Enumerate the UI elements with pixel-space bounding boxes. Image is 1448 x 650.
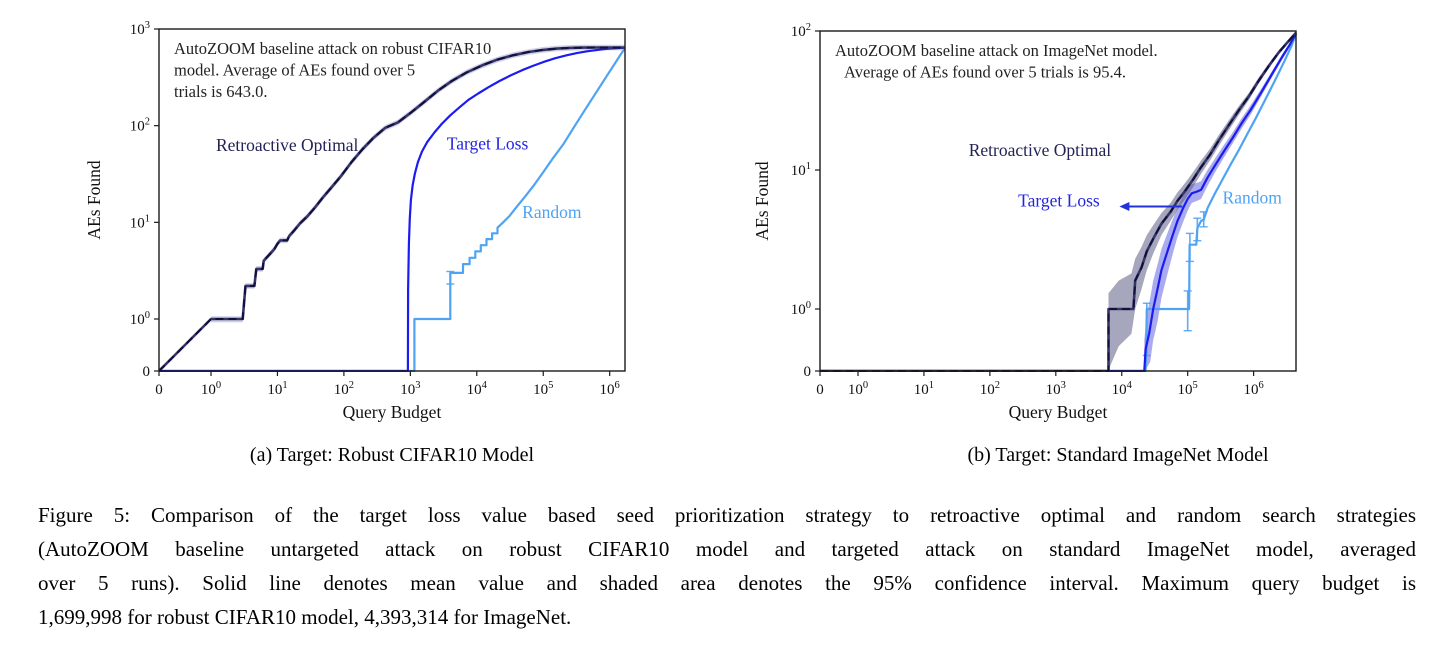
x-tick-label: 102	[980, 380, 1000, 398]
series-label-target-loss: Target Loss	[1018, 190, 1100, 210]
plot-annotation-line: AutoZOOM baseline attack on robust CIFAR…	[174, 39, 491, 58]
line-target-loss	[820, 32, 1297, 372]
plot-annotation-line: Average of AEs found over 5 trials is 95…	[844, 63, 1126, 82]
ci-band-retroactive-optimal	[211, 44, 625, 323]
x-tick-label: 105	[1178, 380, 1198, 398]
line-retroactive-optimal	[820, 32, 1297, 372]
x-axis-label: Query Budget	[1009, 402, 1108, 422]
x-tick-label: 100	[201, 380, 221, 398]
subcaption-b: (b) Target: Standard ImageNet Model	[967, 444, 1269, 466]
x-tick-label: 100	[848, 380, 868, 398]
y-tick-label: 103	[130, 20, 150, 38]
plot-annotation-line: trials is 643.0.	[174, 82, 268, 101]
x-tick-label: 104	[1112, 380, 1133, 398]
figure-caption-line-4: 1,699,998 for robust CIFAR10 model, 4,39…	[38, 605, 572, 629]
figure-caption-line-1: Figure 5: Comparison of the target loss …	[38, 503, 1416, 527]
plot-area	[820, 31, 1297, 372]
line-random	[159, 47, 626, 372]
x-tick-label: 104	[467, 380, 488, 398]
chart-b-standard-imagenet: 0 100 101 102 103 104 105 106 0 100 101 102 Query Bu…	[752, 22, 1297, 422]
series-label-random: Random	[522, 202, 582, 222]
figure-caption-line-2: (AutoZOOM baseline untargeted attack on …	[38, 537, 1416, 561]
y-tick-label: 102	[791, 22, 811, 40]
y-tick-label: 0	[143, 364, 151, 380]
ci-whisker-random	[1183, 290, 1192, 332]
series-label-target-loss: Target Loss	[447, 133, 529, 153]
y-axis-label: AEs Found	[84, 160, 104, 239]
y-axis-label: AEs Found	[752, 161, 772, 240]
y-tick-label: 100	[130, 310, 150, 328]
y-tick-label: 101	[130, 213, 150, 231]
y-tick-label: 101	[791, 161, 811, 179]
x-tick-label: 0	[155, 382, 163, 398]
axes-box	[819, 30, 1297, 372]
x-tick-label: 103	[400, 380, 420, 398]
y-tick-label: 100	[791, 300, 811, 318]
series-label-retroactive-optimal: Retroactive Optimal	[969, 140, 1112, 160]
figure-caption-line-3: over 5 runs). Solid line denotes mean va…	[38, 571, 1416, 595]
x-tick-label: 101	[267, 380, 287, 398]
y-tick-label: 102	[130, 117, 150, 135]
series-label-random: Random	[1223, 187, 1283, 207]
ci-band-retroactive-optimal	[1108, 31, 1296, 370]
x-tick-label: 105	[533, 380, 553, 398]
chart-a-robust-cifar10: 0 100 101 102 103 104 105 106 0 100 101 102 103 Query…	[84, 20, 626, 422]
x-tick-label: 0	[816, 382, 824, 398]
subcaption-a: (a) Target: Robust CIFAR10 Model	[249, 444, 535, 466]
x-tick-label: 102	[334, 380, 354, 398]
x-tick-label: 106	[600, 380, 620, 398]
x-tick-label: 101	[914, 380, 934, 398]
x-tick-label: 103	[1046, 380, 1066, 398]
target-loss-arrow-icon	[1119, 201, 1183, 211]
y-tick-label: 0	[804, 364, 812, 380]
axes-box	[158, 28, 626, 372]
figure-caption: Figure 5: Comparison of the target loss …	[38, 498, 1416, 634]
plot-annotation-line: AutoZOOM baseline attack on ImageNet mod…	[835, 41, 1158, 60]
series-label-retroactive-optimal: Retroactive Optimal	[216, 135, 359, 155]
x-axis-label: Query Budget	[343, 402, 442, 422]
plot-area	[159, 44, 626, 372]
line-target-loss	[159, 46, 626, 372]
line-random	[820, 33, 1297, 372]
x-tick-label: 106	[1243, 380, 1263, 398]
plot-annotation-line: model. Average of AEs found over 5	[174, 61, 415, 80]
line-retroactive-optimal	[159, 46, 625, 372]
